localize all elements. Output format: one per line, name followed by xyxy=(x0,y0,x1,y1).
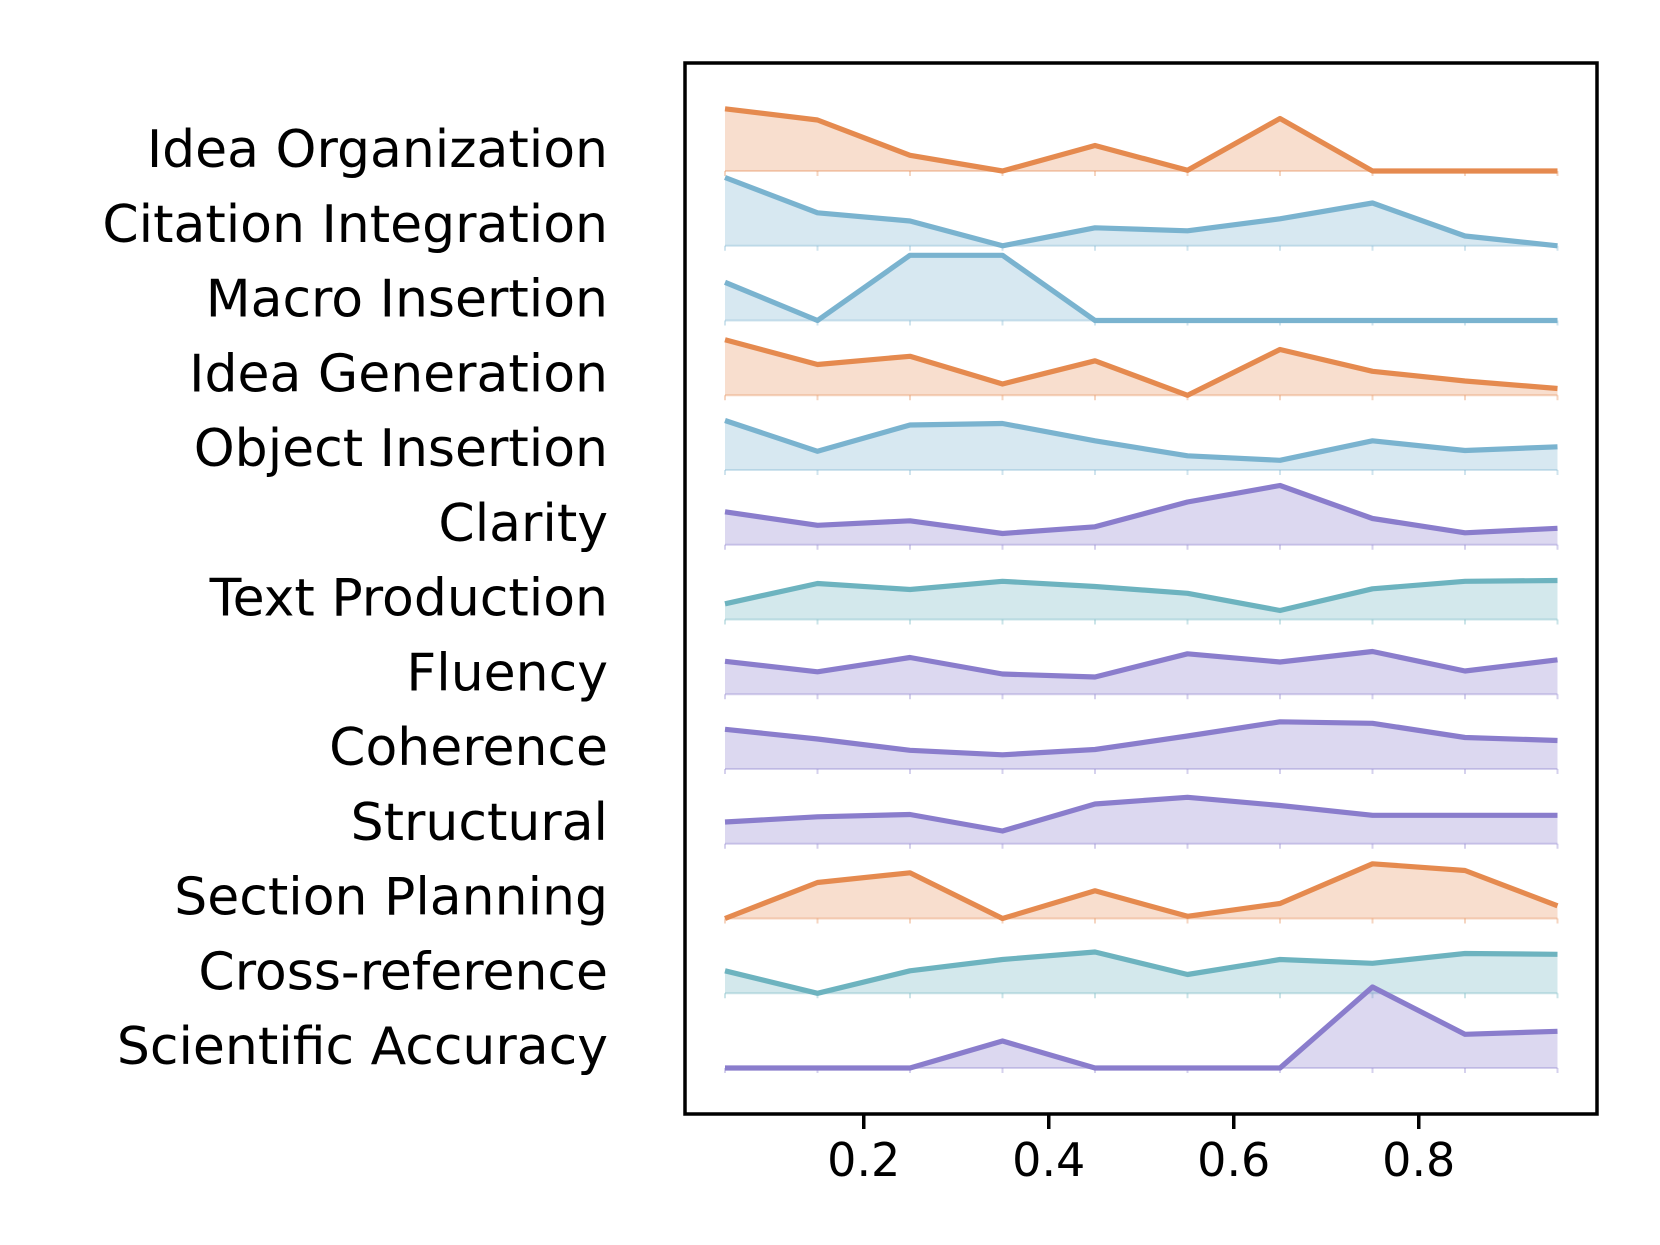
ridge-line-fluency xyxy=(724,648,1558,680)
ridge-row-cross-reference: Cross-reference xyxy=(198,942,1559,1002)
row-label-cross-reference: Cross-reference xyxy=(198,942,608,1002)
row-label-macro-insertion: Macro Insertion xyxy=(206,270,608,330)
ridge-line-cross-reference xyxy=(724,949,1558,996)
ridge-line-citation-integration xyxy=(724,175,1558,249)
row-label-idea-generation: Idea Generation xyxy=(189,344,608,404)
ridge-area-section-planning xyxy=(725,863,1558,919)
row-label-text-production: Text Production xyxy=(209,569,608,629)
ridge-row-citation-integration: Citation Integration xyxy=(102,175,1559,255)
ridge-area-structural xyxy=(725,797,1558,844)
ridge-row-clarity: Clarity xyxy=(438,482,1559,554)
row-label-structural: Structural xyxy=(351,793,608,853)
ridge-area-citation-integration xyxy=(725,177,1558,246)
ridge-line-idea-generation xyxy=(724,337,1558,398)
row-label-object-insertion: Object Insertion xyxy=(194,419,608,479)
row-label-section-planning: Section Planning xyxy=(174,868,608,928)
ridge-area-scientific-accuracy xyxy=(725,987,1558,1068)
ridge-line-scientific-accuracy xyxy=(725,984,1558,1071)
plot-frame xyxy=(683,61,1599,1116)
ridge-area-cross-reference xyxy=(725,952,1558,994)
ridge-area-coherence xyxy=(725,721,1558,769)
ridge-line-object-insertion xyxy=(724,418,1558,463)
ridge-area-object-insertion xyxy=(725,420,1558,470)
row-label-coherence: Coherence xyxy=(329,718,608,778)
row-label-idea-organization: Idea Organization xyxy=(147,120,608,180)
ridge-row-coherence: Coherence xyxy=(329,718,1559,778)
ridge-row-fluency: Fluency xyxy=(406,643,1559,703)
ridge-row-structural: Structural xyxy=(351,793,1559,853)
row-label-clarity: Clarity xyxy=(438,494,608,554)
ridge-line-section-planning xyxy=(724,861,1559,922)
ridge-line-clarity xyxy=(724,482,1558,537)
x-axis-tick-label-0.6: 0.6 xyxy=(1197,1133,1270,1187)
ridge-row-text-production: Text Production xyxy=(209,569,1559,629)
x-axis-tick-label-0.2: 0.2 xyxy=(827,1133,900,1187)
ridge-area-text-production xyxy=(725,580,1558,620)
row-label-fluency: Fluency xyxy=(406,643,608,703)
ridge-area-macro-insertion xyxy=(725,255,1558,321)
ridge-row-macro-insertion: Macro Insertion xyxy=(206,252,1559,330)
ridge-area-idea-organization xyxy=(725,108,1558,171)
ridge-area-fluency xyxy=(725,651,1558,695)
ridge-line-idea-organization xyxy=(724,106,1558,174)
ridge-row-idea-organization: Idea Organization xyxy=(147,106,1559,180)
ridge-row-object-insertion: Object Insertion xyxy=(194,418,1559,479)
ridge-line-coherence xyxy=(724,719,1558,758)
ridge-row-section-planning: Section Planning xyxy=(174,861,1559,928)
row-label-citation-integration: Citation Integration xyxy=(102,195,608,255)
ridge-line-structural xyxy=(724,794,1558,834)
ridge-row-idea-generation: Idea Generation xyxy=(189,337,1559,404)
ridge-area-idea-generation xyxy=(725,339,1558,396)
ridge-line-macro-insertion xyxy=(724,252,1558,324)
ridge-row-scientific-accuracy: Scientific Accuracy xyxy=(117,984,1559,1077)
ridge-line-text-production xyxy=(724,577,1558,614)
x-axis-tick-label-0.4: 0.4 xyxy=(1012,1133,1085,1187)
x-axis-tick-label-0.8: 0.8 xyxy=(1382,1133,1455,1187)
row-label-scientific-accuracy: Scientific Accuracy xyxy=(117,1017,608,1077)
